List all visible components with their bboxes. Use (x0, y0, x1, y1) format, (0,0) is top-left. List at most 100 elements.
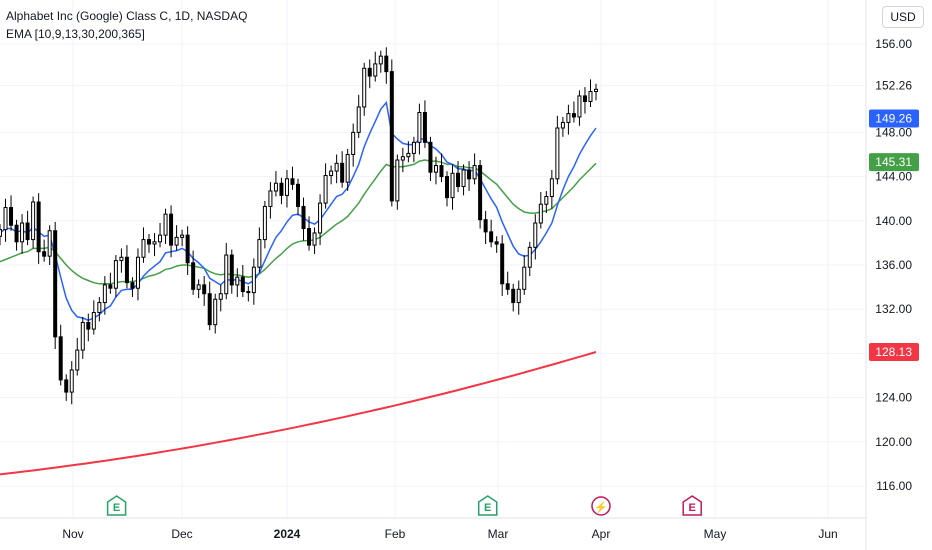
candle (58, 336, 63, 381)
event-glyph: ⚡ (594, 501, 608, 514)
time-tick-label: Mar (488, 527, 509, 541)
candle (445, 176, 449, 199)
candle (290, 178, 295, 185)
candle (582, 95, 587, 102)
price-tick-label: 124.00 (875, 391, 912, 405)
candle (141, 239, 146, 258)
candle (158, 234, 163, 243)
time-tick-label: Nov (62, 527, 83, 541)
candle (53, 230, 58, 338)
candle (174, 236, 179, 246)
candle (180, 234, 185, 238)
candle (9, 207, 14, 226)
candle (406, 152, 411, 158)
candle (571, 113, 576, 118)
candle (400, 156, 405, 161)
candle (417, 112, 422, 143)
time-tick-label: 2024 (274, 527, 301, 541)
candle (494, 241, 499, 245)
candle (351, 131, 356, 155)
candle (533, 222, 538, 248)
candle (0, 229, 2, 237)
candle (367, 67, 372, 77)
candle (560, 121, 565, 129)
earnings-event-icon[interactable] (106, 495, 127, 516)
split-event-icon[interactable] (591, 496, 611, 516)
candle (130, 282, 135, 289)
candle (147, 239, 151, 245)
candle (577, 95, 582, 118)
candle (196, 284, 201, 290)
candle (323, 174, 328, 204)
price-tick-label: 144.00 (875, 170, 912, 184)
event-glyph: E (484, 502, 491, 514)
candle (516, 288, 521, 304)
candle (102, 284, 107, 304)
price-label-badge (869, 153, 919, 172)
candle (257, 239, 262, 268)
price-tick-label: 156.00 (875, 37, 912, 51)
candle (135, 256, 140, 289)
ema-30-line (0, 159, 597, 285)
candle (202, 284, 207, 295)
candle (218, 293, 223, 300)
candle (566, 113, 571, 123)
candle (108, 284, 113, 289)
price-tick-label: 140.00 (875, 214, 912, 228)
time-tick-label: Apr (592, 527, 611, 541)
candle (229, 254, 234, 286)
candle (340, 162, 345, 183)
candle (384, 55, 389, 73)
candle (489, 231, 494, 243)
candle (318, 202, 323, 234)
candle (395, 159, 400, 202)
time-tick-label: Jun (818, 527, 837, 541)
ema-365-line (0, 351, 597, 476)
candle (185, 234, 190, 264)
candle (20, 222, 25, 243)
candle (527, 246, 532, 268)
candle (296, 183, 300, 207)
candle (75, 349, 80, 371)
candle (91, 312, 96, 330)
candle (207, 293, 212, 326)
candle (389, 71, 394, 202)
indicator-legend[interactable]: EMA [10,9,13,30,200,365] (6, 27, 145, 41)
candle (522, 266, 527, 290)
price-tick-label: 152.26 (875, 78, 912, 92)
candle (152, 241, 157, 245)
time-tick-label: Dec (171, 527, 192, 541)
candle (544, 195, 549, 205)
price-tick-label: 120.00 (875, 435, 912, 449)
time-tick-label: May (704, 527, 727, 541)
candle (69, 369, 74, 393)
candle (119, 256, 124, 262)
candle (456, 172, 461, 188)
dividend-event-icon[interactable] (682, 495, 702, 516)
candle (483, 219, 488, 233)
candle (80, 321, 85, 351)
candle (594, 88, 598, 93)
candle (345, 154, 350, 183)
event-glyph: E (689, 502, 696, 514)
price-label-text: 149.26 (875, 111, 912, 125)
candle (301, 205, 306, 230)
candle (467, 169, 472, 180)
candle (251, 266, 256, 294)
candle (555, 127, 560, 180)
candle (169, 213, 174, 246)
candle (113, 260, 118, 289)
earnings-event-icon[interactable] (477, 495, 498, 516)
price-label-text: 128.13 (875, 345, 912, 359)
candle (478, 165, 483, 221)
candle (284, 178, 289, 196)
candle (549, 178, 554, 197)
candle (279, 182, 284, 196)
candle (334, 162, 339, 172)
candle (36, 201, 41, 253)
currency-button[interactable]: USD (882, 6, 924, 28)
price-label-badge (869, 342, 919, 361)
candle (25, 222, 30, 241)
price-tick-label: 116.00 (876, 479, 912, 493)
